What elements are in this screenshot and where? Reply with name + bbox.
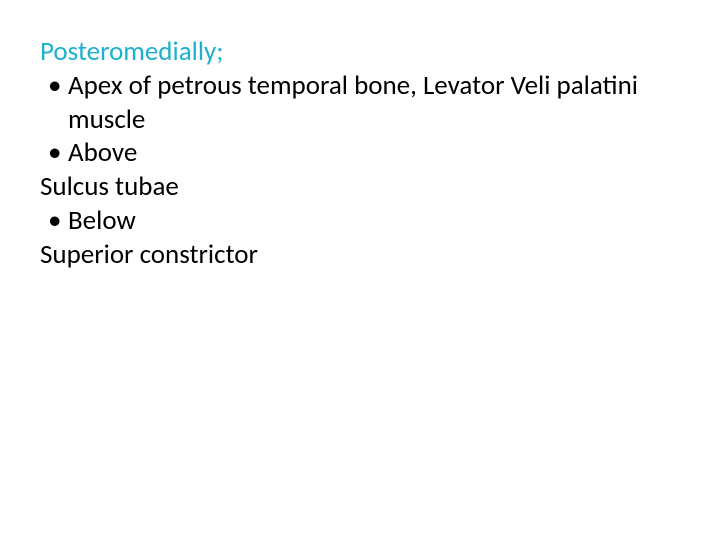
bullet-text: Apex of petrous temporal bone, Levator V… xyxy=(68,69,680,137)
bullet-item-1: • Apex of petrous temporal bone, Levator… xyxy=(40,69,680,137)
slide-heading: Posteromedially; xyxy=(40,35,680,69)
bullet-text: Above xyxy=(68,136,680,170)
bullet-text: Below xyxy=(68,204,680,238)
slide: Posteromedially; • Apex of petrous tempo… xyxy=(0,0,720,540)
bullet-item-2: • Above xyxy=(40,136,680,170)
plain-line-1: Sulcus tubae xyxy=(40,170,680,204)
bullet-dot-icon: • xyxy=(40,69,68,103)
bullet-dot-icon: • xyxy=(40,204,68,238)
bullet-dot-icon: • xyxy=(40,136,68,170)
bullet-item-3: • Below xyxy=(40,204,680,238)
plain-line-2: Superior constrictor xyxy=(40,238,680,272)
